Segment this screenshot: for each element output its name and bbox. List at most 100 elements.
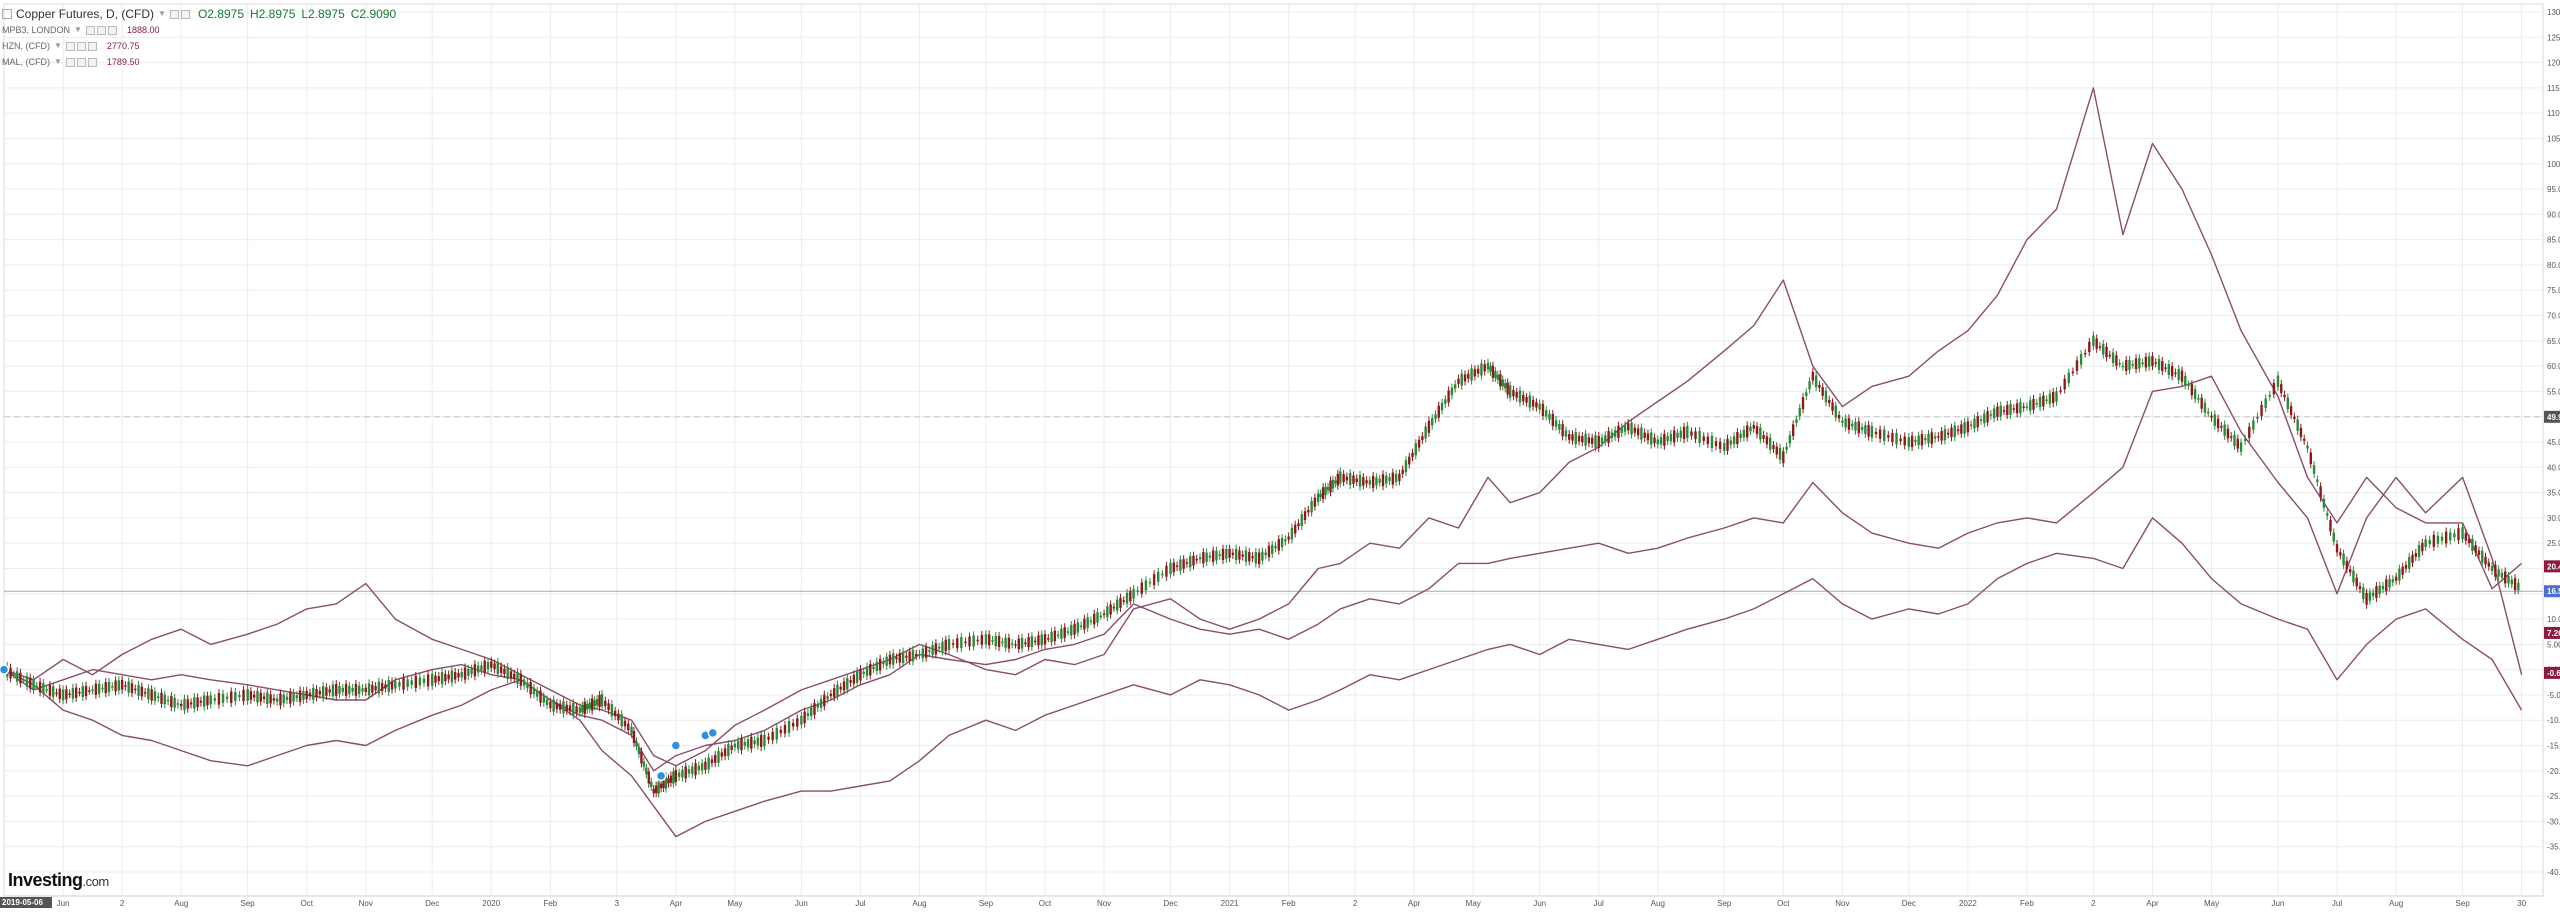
legend-main-row[interactable]: Copper Futures, D, (CFD) ▼ O2.8975 H2.89… (2, 6, 396, 22)
candle-body (1043, 634, 1047, 645)
chevron-down-icon[interactable]: ▼ (158, 9, 166, 18)
candle-body (246, 689, 249, 701)
candle-body (1331, 479, 1335, 489)
candle-body (1398, 473, 1401, 482)
candle-body (2286, 397, 2290, 409)
x-tick-label: Dec (1163, 899, 1177, 908)
candle-body (496, 661, 500, 675)
candle-body (928, 650, 931, 652)
x-tick-label: Sep (241, 899, 256, 908)
chevron-down-icon[interactable]: ▼ (54, 57, 62, 66)
chevron-down-icon[interactable]: ▼ (74, 25, 82, 34)
y-tick-label: -5.00% (2547, 691, 2560, 700)
candle-body (885, 656, 888, 666)
candle-body (2352, 570, 2355, 583)
candle-body (282, 694, 285, 704)
y-tick-label: 100.00% (2547, 160, 2560, 169)
candle-body (2223, 424, 2226, 436)
settings-icon[interactable] (76, 57, 86, 67)
candle-body (348, 685, 351, 694)
candle-body (1185, 562, 1189, 564)
candle-body (189, 702, 193, 705)
candle-body (1271, 544, 1274, 554)
candle-body (384, 684, 387, 689)
candle-body (1125, 592, 1129, 604)
candle-body (1480, 363, 1483, 376)
close-icon[interactable] (87, 57, 97, 67)
candle-body (1841, 420, 1844, 424)
candle-body (2108, 354, 2112, 357)
compare-series-name: HZN, (CFD) (2, 41, 50, 51)
candle-body (147, 688, 150, 700)
compare-line (3, 517, 2523, 838)
candle-body (74, 687, 78, 698)
candle-body (2134, 358, 2138, 370)
eye-icon[interactable] (65, 41, 75, 51)
candle-body (457, 673, 460, 678)
candle-body (509, 671, 513, 679)
candle-body (882, 661, 885, 665)
candle-body (1640, 427, 1643, 440)
candle-body (1225, 549, 1228, 559)
candle-body (787, 721, 791, 733)
candle-body (1483, 364, 1486, 372)
candle-body (984, 634, 988, 645)
candle-body (2184, 375, 2187, 386)
legend-compare-row[interactable]: MPB3, LONDON ▼ 1888.00 (2, 22, 396, 38)
settings-icon[interactable] (96, 25, 106, 35)
candle-body (1864, 425, 1867, 434)
candle-body (2280, 384, 2283, 394)
legend-compare-row[interactable]: MAL, (CFD) ▼ 1789.50 (2, 54, 396, 70)
close-icon[interactable] (180, 9, 190, 19)
candle-body (2421, 542, 2424, 552)
candle-body (740, 738, 743, 751)
candle-body (2381, 585, 2385, 590)
price-badge-label: 7.26% (2547, 629, 2560, 638)
candle-body (1053, 630, 1057, 642)
candle-body (852, 674, 856, 684)
candle-body (723, 748, 727, 757)
candle-body (1983, 413, 1986, 424)
candle-body (640, 751, 643, 764)
settings-icon[interactable] (76, 41, 86, 51)
collapse-toggle-icon[interactable] (2, 9, 12, 19)
eye-icon[interactable] (85, 25, 95, 35)
close-icon[interactable] (87, 41, 97, 51)
candle-body (1785, 446, 1788, 450)
candle-body (402, 677, 405, 690)
candle-body (878, 658, 882, 671)
candle-body (810, 707, 813, 717)
chevron-down-icon[interactable]: ▼ (54, 41, 62, 50)
candle-body (2494, 564, 2497, 577)
candle-body (292, 692, 295, 702)
legend-compare-row[interactable]: HZN, (CFD) ▼ 2770.75 (2, 38, 396, 54)
candle-body (78, 691, 81, 694)
candle-body (242, 689, 245, 702)
candle-body (575, 706, 578, 713)
candle-body (1907, 437, 1911, 447)
close-icon[interactable] (107, 25, 117, 35)
candle-body (1086, 617, 1089, 628)
x-tick-label: Apr (1408, 899, 1421, 908)
candle-body (2411, 554, 2414, 564)
candle-body (1300, 514, 1303, 526)
candle-body (1284, 539, 1287, 542)
candle-body (1742, 429, 1746, 438)
settings-icon[interactable] (169, 9, 179, 19)
candle-body (1024, 642, 1027, 644)
eye-icon[interactable] (65, 57, 75, 67)
brand-suffix: .com (82, 874, 110, 889)
candle-body (2358, 586, 2362, 590)
candle-body (994, 635, 997, 647)
candle-body (1548, 413, 1551, 420)
candle-body (2299, 427, 2303, 438)
candle-body (1732, 436, 1736, 445)
event-marker-icon (707, 727, 719, 739)
price-badge-label: 20.42% (2547, 562, 2560, 571)
candle-body (2125, 360, 2128, 371)
candle-body (2128, 359, 2131, 371)
candle-body (422, 678, 426, 684)
candle-body (1355, 478, 1358, 482)
candle-body (1329, 480, 1332, 493)
